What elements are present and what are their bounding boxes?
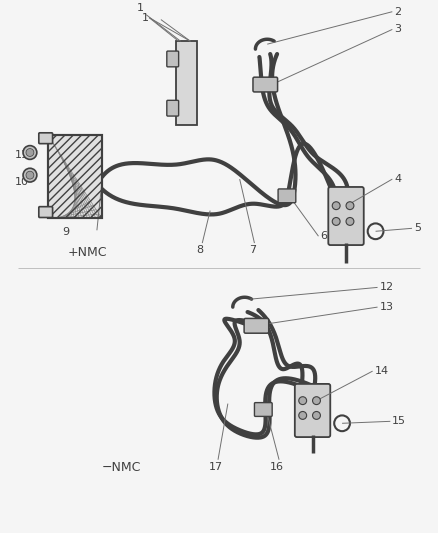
Circle shape (299, 397, 307, 405)
Circle shape (26, 149, 34, 157)
FancyBboxPatch shape (328, 187, 364, 245)
Circle shape (346, 217, 354, 225)
Text: 15: 15 (392, 416, 406, 426)
Text: −NMC: −NMC (102, 461, 141, 474)
Text: 1: 1 (137, 3, 144, 13)
Circle shape (23, 168, 37, 182)
Text: 9: 9 (63, 227, 70, 237)
Text: 6: 6 (321, 231, 328, 241)
Text: 5: 5 (414, 223, 421, 233)
Circle shape (299, 411, 307, 419)
Text: 13: 13 (379, 302, 393, 312)
FancyBboxPatch shape (167, 51, 179, 67)
Bar (176, 41, 198, 125)
Text: 1: 1 (142, 13, 149, 22)
FancyBboxPatch shape (254, 402, 272, 416)
Text: 10: 10 (15, 177, 29, 187)
Text: 12: 12 (379, 282, 394, 293)
Text: 8: 8 (197, 245, 204, 255)
FancyBboxPatch shape (253, 77, 278, 92)
Text: 3: 3 (394, 25, 401, 35)
Circle shape (23, 146, 37, 159)
Circle shape (26, 171, 34, 179)
Text: 4: 4 (394, 174, 401, 184)
Text: 17: 17 (209, 462, 223, 472)
Text: 2: 2 (394, 7, 401, 17)
Text: +NMC: +NMC (67, 246, 107, 260)
FancyBboxPatch shape (278, 189, 296, 203)
Text: 14: 14 (374, 366, 389, 376)
Circle shape (346, 201, 354, 209)
FancyBboxPatch shape (39, 207, 53, 217)
FancyBboxPatch shape (167, 100, 179, 116)
Circle shape (332, 217, 340, 225)
FancyBboxPatch shape (295, 384, 330, 437)
Text: 16: 16 (270, 462, 284, 472)
FancyBboxPatch shape (244, 318, 269, 333)
Bar (48, 135, 102, 219)
Circle shape (313, 397, 321, 405)
Circle shape (332, 201, 340, 209)
Text: 7: 7 (249, 245, 256, 255)
Text: 11: 11 (15, 150, 29, 160)
Bar (48, 135, 102, 219)
Circle shape (313, 411, 321, 419)
FancyBboxPatch shape (39, 133, 53, 143)
